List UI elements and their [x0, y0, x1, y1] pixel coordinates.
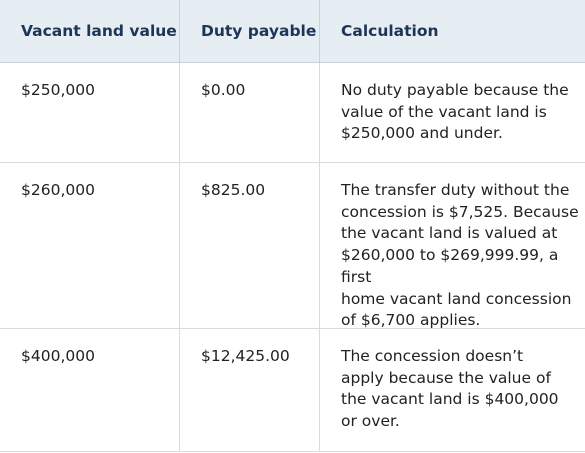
calculation-line: of $6,700 applies.	[341, 311, 481, 330]
table-row: $250,000 $0.00 No duty payable because t…	[0, 63, 585, 163]
table-header-row: Vacant land value Duty payable Calculati…	[0, 0, 585, 63]
header-label: Duty payable	[201, 22, 317, 40]
table-row: $400,000 $12,425.00 The concession doesn…	[0, 329, 585, 452]
calculation-line: home vacant land concession	[341, 289, 572, 308]
calculation-cell: No duty payable because the value of the…	[320, 63, 585, 162]
vacant-land-value-cell: $400,000	[0, 329, 180, 451]
calculation-line: $250,000 and under.	[341, 124, 503, 143]
calculation-line: $260,000 to $269,999.99, a first	[341, 246, 559, 286]
header-duty-payable: Duty payable	[180, 0, 320, 62]
calculation-line: the vacant land is valued at	[341, 224, 558, 243]
calculation-line: concession is $7,525. Because	[341, 202, 579, 221]
calculation-cell: The concession doesn’t apply because the…	[320, 329, 585, 451]
header-calculation: Calculation	[320, 0, 585, 62]
calculation-line: The transfer duty without the	[341, 181, 570, 199]
table-row: $260,000 $825.00 The transfer duty witho…	[0, 163, 585, 329]
calculation-line: the vacant land is $400,000	[341, 390, 559, 409]
header-label: Calculation	[341, 22, 439, 40]
calculation-line: apply because the value of	[341, 368, 551, 387]
vacant-land-value-cell: $250,000	[0, 63, 180, 162]
calculation-cell: The transfer duty without the concession…	[320, 163, 585, 329]
calculation-line: or over.	[341, 412, 400, 431]
calculation-line: value of the vacant land is	[341, 102, 547, 121]
duty-payable-cell: $0.00	[180, 63, 320, 162]
duty-payable-cell: $825.00	[180, 163, 320, 328]
calculation-line: No duty payable because the	[341, 81, 569, 99]
header-label: Vacant land value	[21, 22, 177, 40]
header-vacant-land-value: Vacant land value	[0, 0, 180, 62]
duty-payable-cell: $12,425.00	[180, 329, 320, 451]
vacant-land-value-cell: $260,000	[0, 163, 180, 328]
calculation-line: The concession doesn’t	[341, 347, 524, 365]
